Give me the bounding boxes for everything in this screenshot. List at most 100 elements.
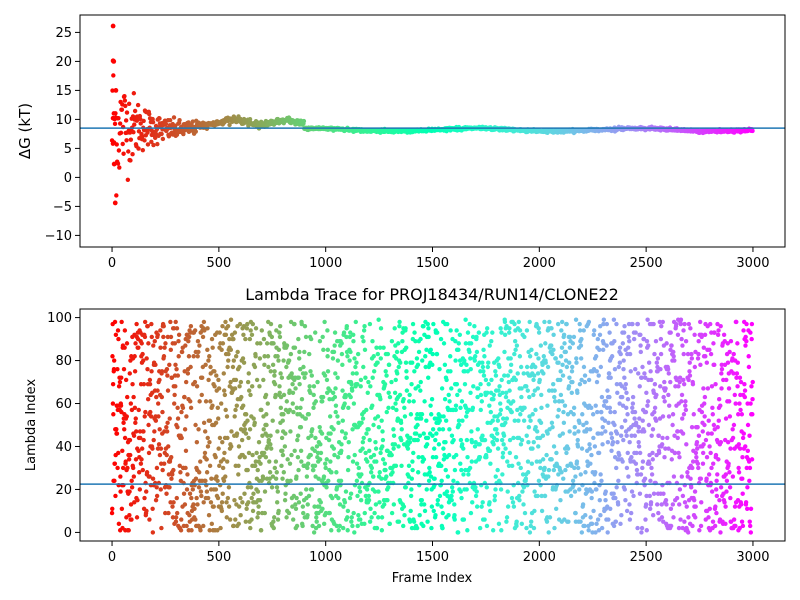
lambda-point [173,362,178,368]
lambda-point [603,429,608,434]
lambda-point [146,422,151,428]
lambda-point [477,525,483,531]
lambda-point [579,446,585,451]
lambda-point [345,467,351,473]
lambda-point [633,330,638,335]
lambda-point [427,470,432,475]
lambda-point [486,360,491,365]
lambda-point [236,444,242,449]
delta-g-point [123,118,129,123]
lambda-point [303,371,308,376]
lambda-point [668,379,673,385]
lambda-point [719,366,725,372]
lambda-point [666,446,671,451]
lambda-point [411,399,416,404]
lambda-point [644,390,649,395]
lambda-point [380,429,385,434]
lambda-point [578,519,583,524]
lambda-point [526,439,531,445]
lambda-point [717,497,722,503]
lambda-point [311,530,317,535]
lambda-point [419,497,425,503]
lambda-point [344,334,349,340]
lambda-point [529,461,535,466]
lambda-point [424,487,429,492]
lambda-point [682,321,687,327]
lambda-point [671,349,676,355]
lambda-point [509,463,515,469]
lambda-point [709,465,714,471]
lambda-point [712,362,717,368]
lambda-point [439,478,444,484]
lambda-point [334,485,340,490]
lambda-point [482,354,487,359]
delta-g-point [125,177,131,182]
lambda-point [478,392,484,398]
lambda-point [559,328,564,333]
lambda-point [642,371,647,376]
lambda-point [302,349,307,355]
lambda-point [270,418,275,423]
lambda-point [153,362,158,368]
lambda-point [179,517,184,522]
lambda-point [550,351,555,357]
lambda-point [642,476,648,481]
lambda-point [704,455,710,460]
lambda-point [479,399,485,404]
lambda-point [390,405,396,411]
lambda-point [155,332,160,337]
lambda-point [421,502,427,507]
lambda-point [711,422,717,428]
lambda-point [141,437,146,443]
lambda-point [665,435,670,441]
lambda-point [292,345,298,350]
lambda-point [147,381,153,387]
lambda-point [637,450,643,456]
lambda-point [541,371,546,376]
lambda-point [659,323,664,329]
lambda-point [440,525,445,531]
lambda-point [734,371,740,376]
lambda-point [618,433,624,438]
lambda-point [636,444,642,449]
lambda-point [666,392,671,398]
lambda-point [243,336,248,342]
lambda-point [109,510,115,516]
lambda-point [307,351,312,357]
lambda-point [639,530,644,535]
lambda-point [575,444,581,449]
lambda-point [280,452,286,458]
lambda-point [368,384,373,389]
lambda-point [272,373,277,378]
lambda-point [228,347,234,353]
lambda-point [305,513,310,518]
lambda-point [739,519,745,524]
lambda-point [552,388,557,393]
lambda-point [600,347,606,353]
lambda-point [424,418,429,423]
lambda-point [331,427,336,432]
lambda-point [402,405,407,411]
lambda-point [675,435,680,441]
lambda-point [494,437,500,443]
lambda-point [333,409,338,415]
lambda-point [159,525,164,531]
lambda-point [465,455,470,460]
lambda-point [429,397,435,402]
lambda-point [146,450,152,456]
lambda-point [459,467,464,473]
lambda-point [355,493,360,499]
lambda-point [373,446,379,451]
lambda-point [404,369,409,374]
lambda-point [605,530,610,535]
lambda-point [499,330,504,335]
lambda-point [743,444,748,449]
lambda-point [222,450,227,456]
lambda-point [528,523,533,529]
delta-g-y-tick-label: 5 [64,142,72,157]
lambda-point [586,377,592,383]
lambda-point [401,523,406,529]
lambda-point [441,341,447,346]
lambda-point [497,364,502,370]
lambda-point [625,397,631,402]
